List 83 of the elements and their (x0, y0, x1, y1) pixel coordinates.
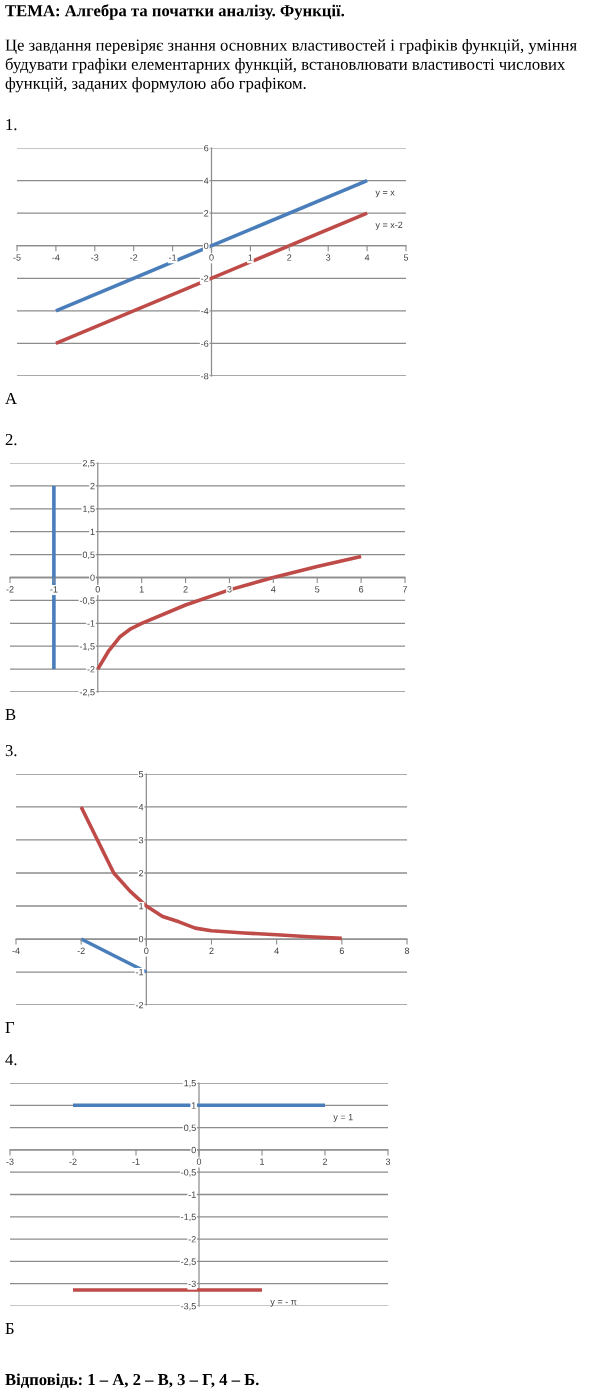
x-tick-label: -2 (6, 586, 14, 593)
x-tick-label: 2 (209, 947, 214, 954)
x-tick-label: 0 (144, 947, 149, 954)
text: Б (5, 1323, 14, 1335)
y-tick-label: 0,5 (184, 1124, 196, 1133)
y-tick-label: -2,5 (181, 1258, 196, 1266)
x-tick-label: 6 (339, 947, 344, 954)
y-tick-label: 0 (138, 935, 144, 943)
y-tick-label: -3,5 (181, 1302, 196, 1311)
y-tick-label: 1,5 (184, 1080, 196, 1088)
y-tick-label: -2 (188, 1236, 196, 1243)
x-tick-label: -4 (12, 947, 20, 954)
text: Відповідь: 1 – А, 2 – В, 3 – Г, 4 – Б. (5, 1373, 259, 1388)
x-tick-label: -2 (69, 1158, 77, 1165)
chart-subtitle: Це завдання перевіряє знання основних властивостей і графіків функцій, уміння будувати графіки елементарних функцій, встановлювати властивості числових функцій, заданих формулою або графіком. (5, 39, 577, 93)
series-label: y = x-2 (375, 221, 403, 230)
text: В (5, 709, 16, 721)
text: 4. (5, 1054, 17, 1066)
y-tick-label: -1,5 (79, 643, 95, 651)
series-label: y = 1 (333, 1113, 353, 1123)
x-tick-label: 1 (248, 254, 253, 261)
x-tick-label: 3 (326, 254, 331, 261)
text: 3. (5, 744, 17, 757)
x-tick-label: 4 (274, 947, 279, 954)
y-tick-label: 2 (204, 210, 209, 217)
y-tick-label: 0,5 (82, 551, 95, 560)
y-tick-label: -6 (201, 340, 209, 347)
text: 2. (5, 433, 17, 446)
x-tick-label: 4 (364, 254, 370, 261)
y-tick-label: 6 (204, 144, 209, 152)
y-tick-label: 1 (139, 903, 144, 910)
x-tick-label: 8 (404, 947, 410, 954)
chart-title: ТЕМА: Алгебра та початки аналізу. Функції. (5, 4, 345, 20)
y-tick-label: -1 (87, 620, 95, 627)
x-tick-label: 1 (260, 1158, 265, 1165)
text: Г (5, 1022, 15, 1034)
y-tick-label: -1 (135, 969, 144, 976)
x-tick-label: 6 (359, 586, 364, 593)
y-tick-label: 4 (203, 177, 209, 184)
x-tick-label: -5 (13, 254, 21, 261)
text: 1. (6, 119, 17, 131)
y-tick-label: 1 (90, 528, 95, 535)
line-series (79, 805, 344, 941)
x-tick-label: 3 (385, 1158, 391, 1165)
y-tick-label: 1 (191, 1102, 196, 1109)
series-label: y = x (375, 190, 395, 198)
y-tick-label: 4 (138, 804, 144, 811)
x-tick-label: -2 (130, 254, 138, 261)
y-tick-label: 0 (191, 1146, 196, 1154)
series-label: y = - π (270, 1300, 297, 1307)
y-tick-label: 0 (204, 242, 209, 250)
y-tick-label: -0,5 (79, 597, 95, 605)
x-tick-label: -3 (6, 1158, 14, 1165)
y-tick-label: 0 (90, 574, 95, 581)
y-tick-label: 5 (138, 771, 144, 778)
y-tick-label: 2 (138, 869, 144, 877)
x-tick-label: -1 (168, 254, 177, 261)
y-tick-label: 2 (90, 482, 95, 490)
x-tick-label: 5 (315, 586, 320, 593)
x-tick-label: -1 (50, 586, 58, 593)
y-tick-label: -1 (188, 1191, 196, 1198)
y-tick-label: -2 (201, 275, 209, 282)
x-tick-label: 2 (287, 254, 292, 261)
x-tick-label: 0 (196, 1158, 202, 1165)
x-tick-label: 2 (322, 1158, 328, 1165)
x-tick-label: -4 (52, 254, 60, 261)
y-tick-label: 1,5 (83, 505, 95, 514)
y-tick-label: -2 (87, 666, 95, 673)
y-tick-label: 2,5 (82, 459, 95, 468)
y-tick-label: -3 (188, 1280, 196, 1288)
y-tick-label: -2,5 (79, 688, 95, 697)
y-tick-label: 3 (138, 836, 144, 844)
x-tick-label: 4 (271, 586, 276, 593)
x-tick-label: 0 (95, 586, 100, 593)
y-tick-label: -2 (135, 1001, 144, 1009)
text: А (5, 393, 17, 405)
y-tick-label: -4 (201, 307, 209, 315)
x-tick-label: 5 (403, 254, 409, 261)
y-tick-label: -0,5 (181, 1169, 196, 1177)
y-tick-label: -1,5 (181, 1213, 196, 1222)
x-tick-label: 7 (402, 586, 408, 593)
y-tick-label: -8 (201, 372, 209, 380)
x-tick-label: 0 (209, 254, 214, 261)
